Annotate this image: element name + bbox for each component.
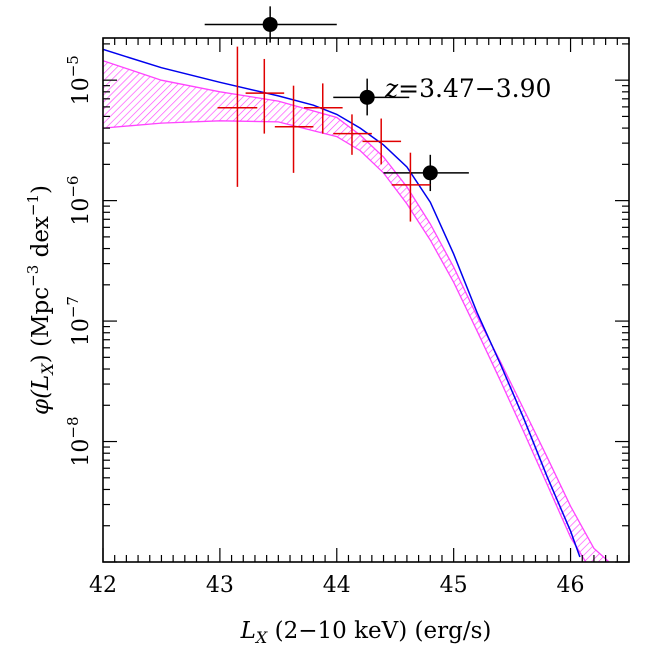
red-data-point — [304, 83, 343, 134]
red-data-point — [217, 46, 258, 187]
y-tick-label: 10−5 — [64, 55, 94, 105]
y-tick-label: 10−6 — [64, 176, 94, 226]
x-tick-labels: 42 43 44 45 46 — [89, 573, 585, 598]
point-marker — [422, 165, 438, 181]
data-points — [204, 6, 469, 222]
redshift-annotation: z=3.47−3.90 — [384, 74, 551, 103]
black-data-point — [383, 154, 469, 192]
confidence-band — [103, 60, 610, 562]
red-data-point — [362, 118, 402, 165]
plot-frame — [102, 37, 630, 563]
axis-ticks — [102, 38, 630, 563]
red-data-point — [333, 114, 372, 155]
model-curve — [103, 48, 581, 558]
y-tick-labels: 10−810−710−610−50.0001 — [64, 55, 94, 466]
point-marker — [359, 89, 375, 105]
band-fill — [103, 60, 610, 562]
black-data-point — [333, 78, 410, 116]
x-tick-label: 44 — [323, 573, 351, 598]
x-axis-title: LX (2−10 keV) (erg/s) — [240, 618, 492, 647]
y-axis-title: φ(LX) (Mpc−3 dex−1) — [24, 185, 57, 415]
x-tick-label: 46 — [557, 573, 585, 598]
x-tick-label: 45 — [440, 573, 468, 598]
model-line — [103, 48, 581, 558]
black-data-point — [204, 6, 337, 43]
band-lower-edge — [103, 120, 587, 562]
y-tick-label: 10−8 — [64, 416, 94, 466]
x-tick-label: 43 — [206, 573, 234, 598]
y-tick-label: 10−7 — [64, 296, 94, 346]
x-tick-label: 42 — [89, 573, 117, 598]
band-upper-edge — [103, 60, 610, 562]
red-data-point — [245, 58, 285, 134]
red-data-point — [274, 85, 314, 173]
red-data-point — [391, 152, 431, 222]
point-marker — [262, 16, 278, 32]
